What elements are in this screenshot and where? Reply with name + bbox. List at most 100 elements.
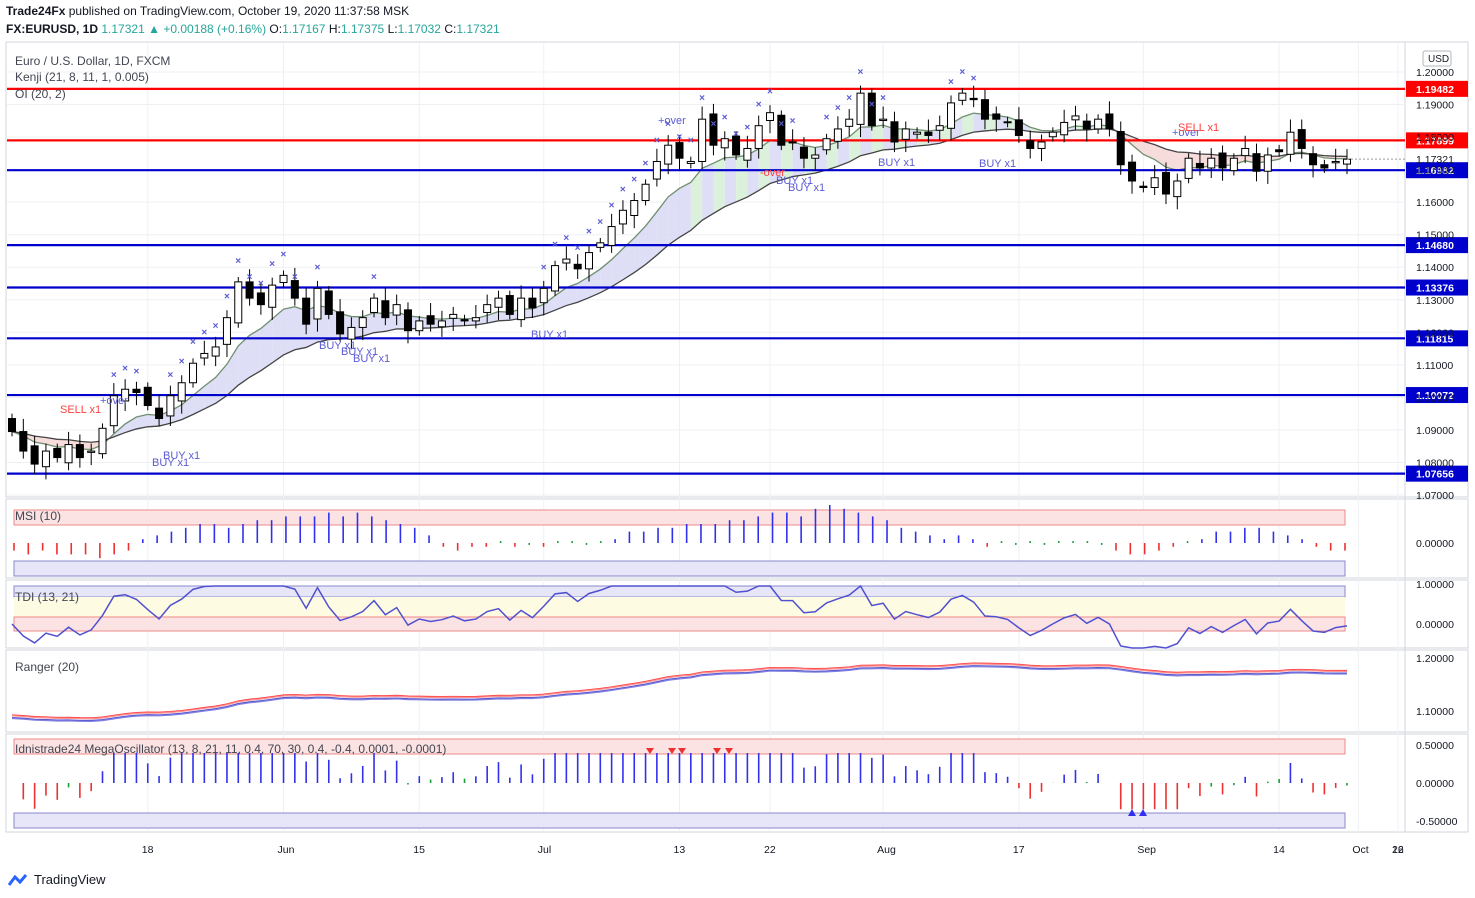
close-label: C: [444, 22, 457, 36]
cross-marker: × [643, 158, 649, 169]
cross-marker: × [858, 67, 864, 78]
mega-sell-triangle [646, 748, 654, 754]
candle-body [1195, 162, 1204, 169]
cloud-segment [668, 188, 680, 246]
candle-body [381, 300, 390, 319]
cross-marker: × [778, 119, 784, 130]
candle-body [1014, 119, 1023, 136]
tdi-pane-frame [5, 579, 1469, 649]
x-tick-label: 15 [413, 844, 425, 856]
cloud-segment [181, 395, 194, 420]
candle-body [1173, 180, 1182, 198]
price-level-label: 1.16982 [1416, 165, 1454, 177]
candle-body [347, 326, 356, 340]
buy-label: BUY x1 [531, 329, 568, 341]
candle-body [41, 450, 50, 468]
publish-header: Trade24Fx published on TradingView.com, … [6, 4, 409, 18]
x-tick-label: Sep [1137, 844, 1156, 856]
candle-body [403, 309, 412, 332]
candle-body [166, 395, 175, 417]
msi-lower-band [13, 560, 1346, 577]
candle-body [664, 144, 673, 165]
cross-marker: × [190, 337, 196, 348]
candle-body [358, 317, 367, 328]
buy-label: BUY x1 [319, 340, 356, 352]
buy-label: BUY x1 [341, 346, 378, 358]
candle-body [222, 317, 231, 345]
cross-marker: × [835, 103, 841, 114]
candle-body [562, 258, 571, 264]
candle-body [1275, 149, 1284, 153]
y-tick-label: 1.18000 [1416, 132, 1454, 144]
tradingview-logo-icon [8, 873, 28, 886]
cloud-segment [272, 309, 284, 363]
cloud-segment [724, 157, 737, 207]
candle-body [426, 315, 435, 325]
candle-body [766, 112, 775, 121]
cross-marker: × [235, 256, 241, 267]
tdi-legend: TDI (13, 21) [15, 590, 79, 604]
currency-box[interactable] [1422, 50, 1452, 67]
cross-marker: × [111, 370, 117, 381]
candle-body [7, 418, 17, 433]
mega-tick-label: 0.00000 [1416, 778, 1454, 790]
candle-body [799, 146, 808, 159]
candle-body [19, 431, 28, 452]
candle-body [290, 280, 299, 299]
candle-body [132, 388, 141, 394]
cloud-segment [645, 211, 657, 265]
low-label: L: [387, 22, 398, 36]
candle-body [1071, 115, 1080, 121]
cross-marker: × [959, 67, 965, 78]
candle-body [1105, 113, 1114, 130]
publisher-name: Trade24Fx [6, 4, 66, 18]
candle-body [336, 311, 345, 335]
cross-marker: × [756, 100, 762, 111]
x-tick-label: Aug [877, 844, 896, 856]
last-price: 1.17321 [101, 22, 145, 36]
candle-body [811, 154, 820, 159]
candle-body [856, 92, 865, 125]
price-levels: 1.19482 1.17899 1.16982 1.14680 1.13376 1.118… [7, 80, 1468, 482]
price-level-tag [1406, 387, 1468, 404]
x-tick-label: 12 [1392, 844, 1404, 856]
candle-body [913, 131, 922, 135]
cloud-segment [770, 140, 782, 184]
chart-title: Euro / U.S. Dollar, 1D, FXCM [15, 54, 170, 68]
y-tick-label: 1.13000 [1416, 295, 1454, 307]
cross-marker: × [665, 119, 671, 130]
tdi-upper-band [13, 585, 1346, 598]
cloud-segment [600, 259, 612, 293]
candle-body [890, 121, 899, 143]
cross-marker: × [846, 93, 852, 104]
candle-body [143, 386, 152, 407]
cross-marker: × [133, 367, 139, 378]
cross-marker: × [597, 217, 603, 228]
candle-body [268, 284, 277, 308]
candle-body [200, 352, 209, 359]
candle-body [732, 135, 741, 156]
candle-body [992, 113, 1001, 120]
cloud-segment [837, 136, 850, 167]
price-level-tag [1406, 132, 1468, 149]
candle-body [75, 444, 84, 459]
cross-marker: × [609, 201, 615, 212]
candle-body [947, 102, 956, 129]
cross-marker: × [869, 100, 875, 111]
candles [7, 85, 1352, 480]
cross-marker: × [167, 370, 173, 381]
y-tick-label: 1.17000 [1416, 165, 1454, 177]
candle-body [1116, 131, 1125, 166]
cloud-segment [238, 335, 250, 386]
ranger-line [11, 663, 1348, 720]
candle-body [505, 295, 514, 315]
cloud-segment [736, 155, 748, 202]
msi-pane-frame [5, 498, 1469, 579]
candle-body [686, 160, 695, 164]
cloud-segment [283, 306, 295, 355]
candle-body [1207, 157, 1216, 169]
candle-body [1286, 131, 1295, 155]
x-tick-label: Jul [538, 844, 551, 856]
candle-body [53, 447, 62, 459]
